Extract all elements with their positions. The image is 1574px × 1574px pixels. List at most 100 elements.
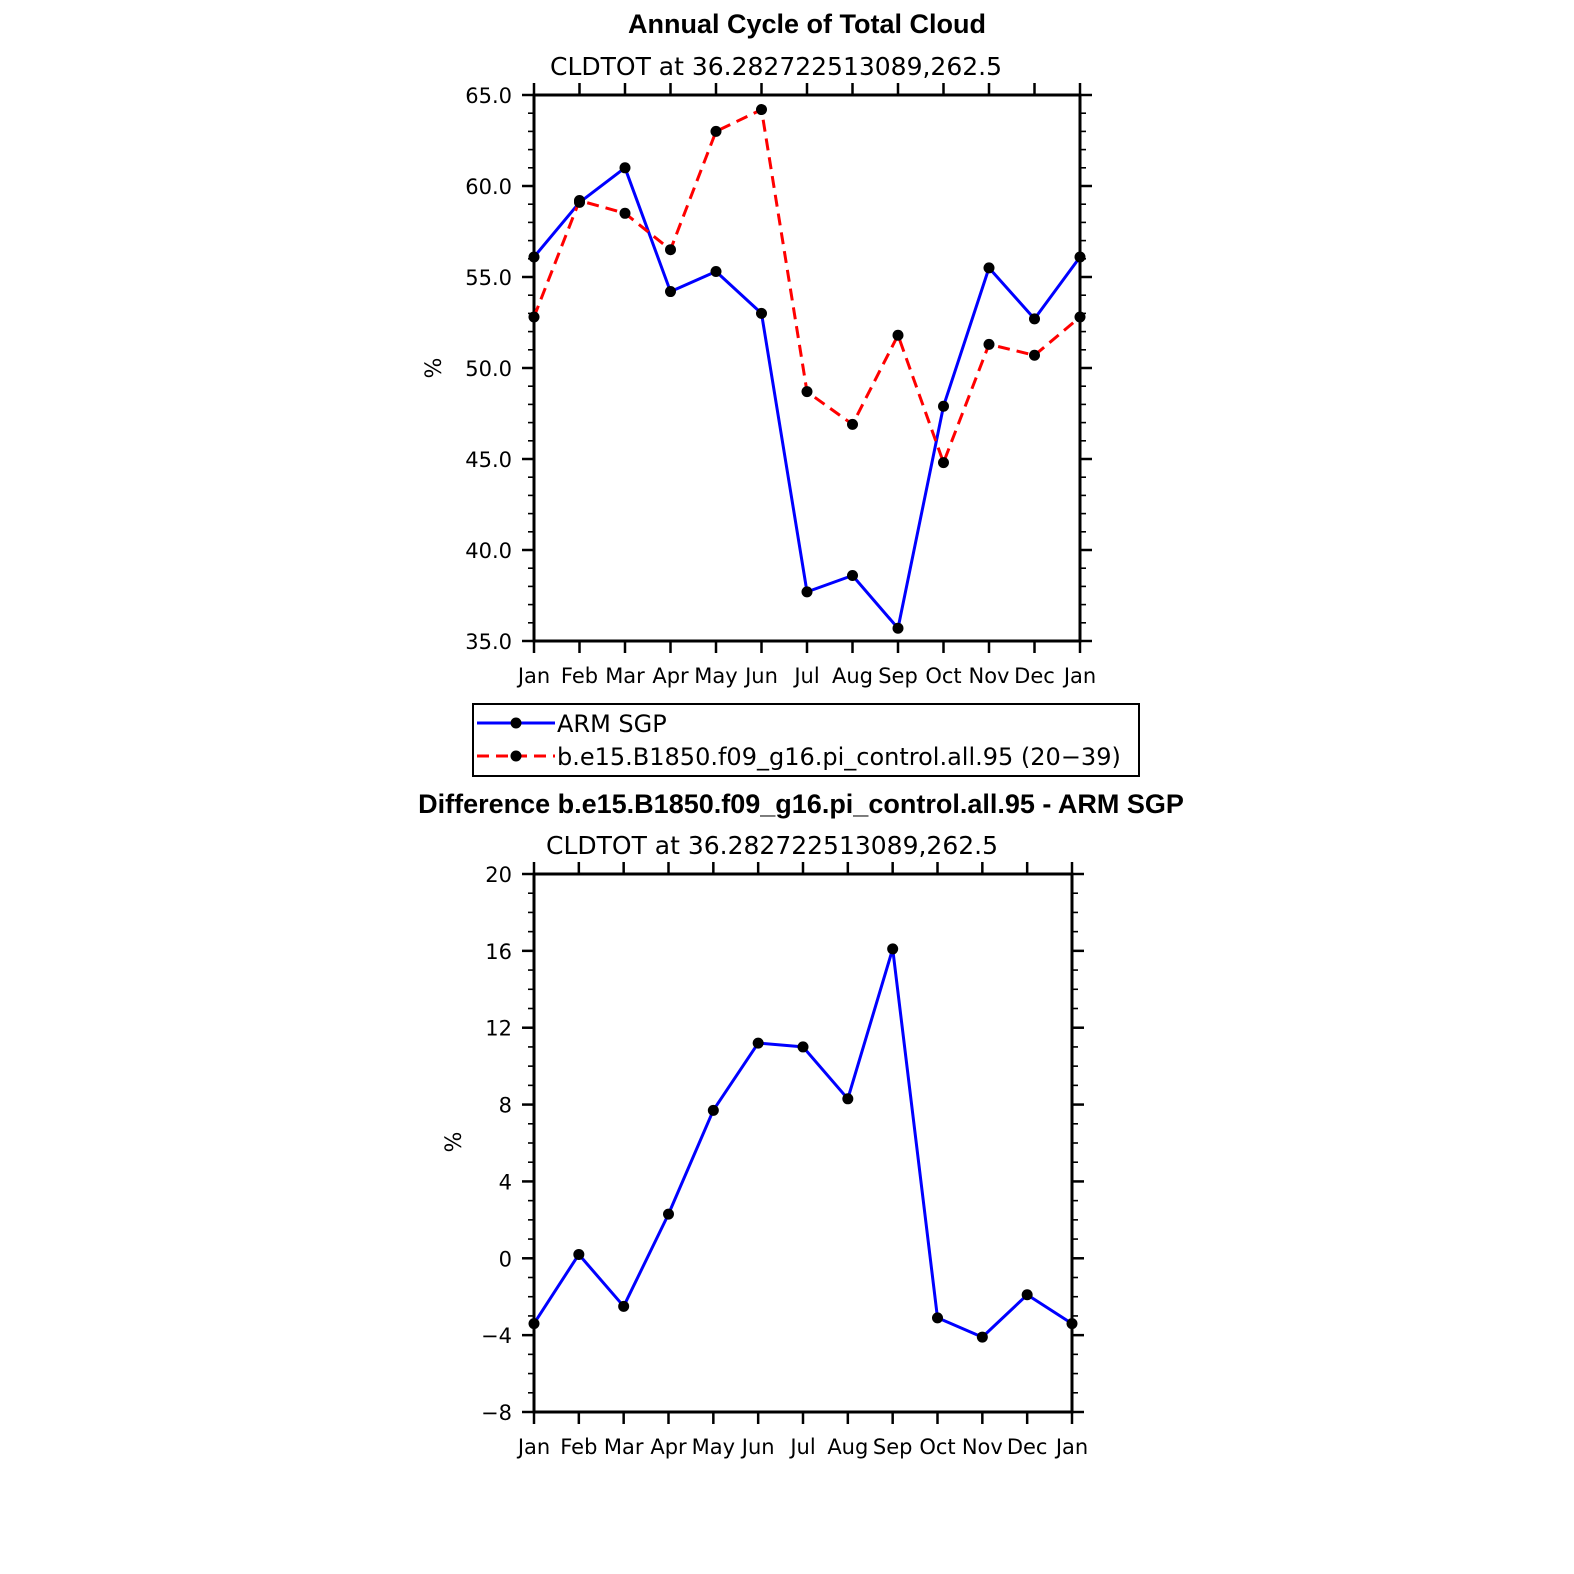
x-tick-label: Oct — [925, 664, 961, 688]
y-tick-label: 35.0 — [465, 630, 512, 654]
data-point — [573, 1248, 585, 1260]
x-tick-label: Jul — [792, 664, 819, 688]
data-point — [976, 1331, 988, 1343]
x-tick-label: Apr — [652, 664, 689, 688]
legend-label-arm-sgp: ARM SGP — [557, 710, 667, 738]
x-tick-label: Aug — [832, 664, 873, 688]
x-tick-label: Jan — [1062, 664, 1096, 688]
x-tick-label: Jan — [1054, 1435, 1088, 1459]
data-point — [938, 457, 949, 469]
x-tick-label: Oct — [919, 1435, 955, 1459]
data-point — [710, 266, 722, 278]
y-tick-label: 4 — [499, 1170, 512, 1194]
series-line-1 — [532, 108, 1081, 465]
plot-frame — [532, 93, 1082, 643]
data-point — [528, 311, 540, 323]
x-tick-label: Nov — [969, 664, 1010, 688]
chart-title: Annual Cycle of Total Cloud — [628, 9, 986, 39]
data-point — [1029, 313, 1040, 325]
data-point — [619, 207, 631, 219]
data-point — [618, 1300, 630, 1312]
series-line-0 — [532, 947, 1073, 1339]
data-point — [756, 104, 767, 116]
data-point — [1029, 349, 1040, 361]
series-layer — [528, 943, 1078, 1343]
data-point — [707, 1104, 719, 1116]
legend-entry-arm-sgp: ARM SGP — [477, 710, 667, 738]
legend: ARM SGP b.e15.B1850.f09_g16.pi_control.a… — [472, 703, 1140, 777]
data-point — [842, 1093, 854, 1105]
x-tick-label: Sep — [873, 1435, 913, 1459]
data-point — [756, 307, 767, 319]
data-point — [983, 338, 995, 350]
x-tick-label: Dec — [1007, 1435, 1048, 1459]
y-tick-label: 12 — [485, 1017, 512, 1041]
data-point — [892, 622, 904, 634]
x-tick-label: May — [694, 664, 737, 688]
x-tick-label: Feb — [560, 1435, 597, 1459]
data-point — [932, 1312, 943, 1324]
data-point — [1074, 311, 1086, 323]
data-point — [663, 1208, 674, 1220]
y-tick-label: −8 — [481, 1401, 512, 1425]
data-point — [847, 569, 858, 581]
x-tick-label: May — [692, 1435, 735, 1459]
data-point — [528, 251, 540, 263]
x-tick-label: Aug — [827, 1435, 868, 1459]
chart-title: Difference b.e15.B1850.f09_g16.pi_contro… — [418, 789, 1184, 819]
x-tick-label: Mar — [605, 664, 645, 688]
series-line-0 — [532, 166, 1082, 630]
y-tick-label: 55.0 — [465, 266, 512, 290]
y-tick-label: 50.0 — [465, 357, 512, 381]
x-tick-label: Apr — [650, 1435, 687, 1459]
data-point — [1021, 1289, 1033, 1301]
x-tick-label: Dec — [1014, 664, 1055, 688]
y-axis-label: % — [442, 1132, 467, 1153]
panel-annual-cycle: Annual Cycle of Total Cloud CLDTOT at 36… — [422, 9, 1096, 688]
x-tick-label: Jan — [516, 1435, 550, 1459]
data-point — [528, 1318, 540, 1330]
x-tick-label: Sep — [878, 664, 918, 688]
data-point — [887, 943, 899, 955]
y-tick-label: 65.0 — [465, 84, 512, 108]
legend-label-model: b.e15.B1850.f09_g16.pi_control.all.95 (2… — [557, 743, 1121, 771]
data-point — [619, 162, 631, 174]
y-tick-label: −4 — [481, 1324, 512, 1348]
data-point — [1074, 251, 1086, 263]
tick-labels: Jan Feb Mar Apr May Jun Jul Aug Sep Oct Nov Dec Jan3… — [465, 84, 1096, 688]
series-layer — [528, 104, 1086, 634]
y-tick-label: 45.0 — [465, 448, 512, 472]
y-tick-label: 60.0 — [465, 175, 512, 199]
data-point — [847, 418, 858, 430]
data-point — [710, 125, 722, 137]
x-tick-label: Jun — [740, 1435, 775, 1459]
data-point — [801, 586, 813, 598]
data-point — [665, 244, 676, 256]
legend-box — [472, 703, 1140, 777]
data-point — [938, 400, 949, 412]
axis-ticks — [522, 83, 1092, 653]
data-point — [574, 195, 585, 207]
legend-entry-model: b.e15.B1850.f09_g16.pi_control.all.95 (2… — [477, 743, 1121, 771]
plot-frame — [532, 872, 1074, 1414]
y-tick-label: 8 — [499, 1094, 512, 1118]
x-tick-label: Nov — [962, 1435, 1003, 1459]
y-tick-label: 40.0 — [465, 539, 512, 563]
data-point — [752, 1037, 764, 1049]
x-tick-label: Jun — [743, 664, 778, 688]
y-tick-label: 20 — [485, 863, 512, 887]
x-tick-label: Feb — [561, 664, 598, 688]
data-point — [983, 262, 995, 274]
legend-marker-model — [510, 750, 522, 762]
chart-subtitle: CLDTOT at 36.282722513089,262.5 — [546, 831, 998, 860]
tick-labels: Jan Feb Mar Apr May Jun Jul Aug Sep Oct Nov Dec Jan−… — [481, 863, 1088, 1459]
x-tick-label: Jan — [516, 664, 550, 688]
data-point — [892, 329, 904, 341]
data-point — [1066, 1318, 1078, 1330]
y-tick-label: 0 — [499, 1247, 512, 1271]
panel-difference: Difference b.e15.B1850.f09_g16.pi_contro… — [418, 789, 1184, 1459]
legend-marker-arm-sgp — [510, 717, 522, 729]
x-tick-label: Mar — [604, 1435, 644, 1459]
data-point — [801, 386, 813, 398]
